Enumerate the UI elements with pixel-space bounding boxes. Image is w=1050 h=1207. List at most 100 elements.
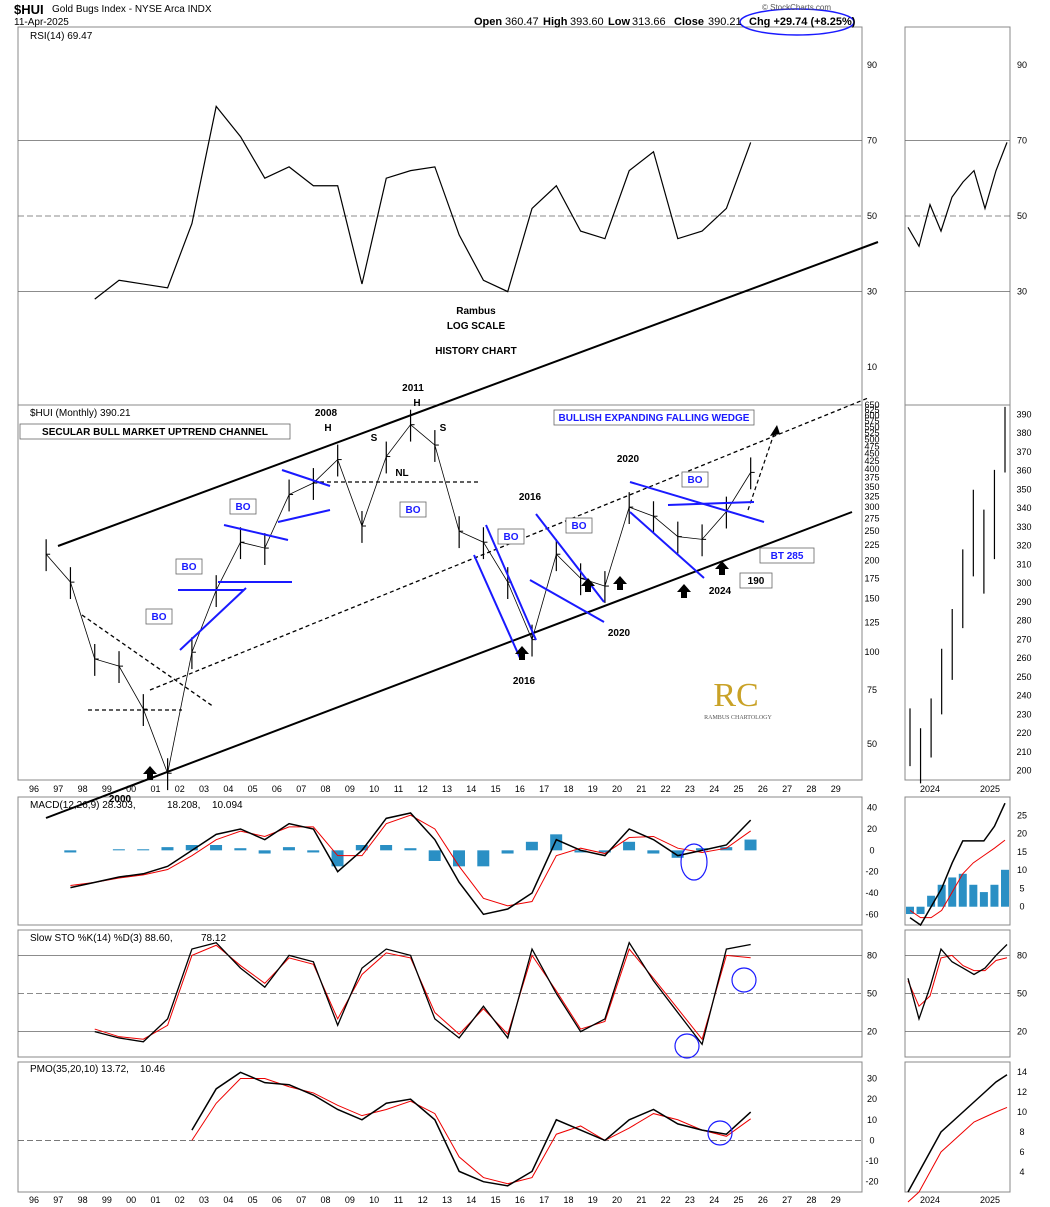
log-scale-label: LOG SCALE <box>447 321 506 332</box>
channel-title: SECULAR BULL MARKET UPTREND CHANNEL <box>42 427 268 438</box>
history-label: HISTORY CHART <box>435 346 517 357</box>
macd-histogram-bar <box>477 850 490 867</box>
up-arrow-1 <box>515 646 529 660</box>
close-value: 390.21 <box>708 16 742 28</box>
macd-zoom-hist-bar <box>1001 869 1009 907</box>
macd-panel-frame <box>17 796 863 926</box>
stoch-zoom-y-tick: 80 <box>1017 950 1027 960</box>
price-zoom-y-tick: 220 <box>1016 728 1031 738</box>
close-label: Close <box>674 16 704 28</box>
price-x-tick: 98 <box>78 784 88 794</box>
pmo-x-tick: 27 <box>782 1195 792 1205</box>
price-zoom-y-tick: 360 <box>1016 466 1031 476</box>
rsi-y-tick: 50 <box>867 211 877 221</box>
stoch-y-tick: 80 <box>867 950 877 960</box>
pmo-x-tick: 98 <box>78 1195 88 1205</box>
macd-circle <box>680 843 708 881</box>
macd-zoom-y-tick: 10 <box>1017 865 1027 875</box>
pmo-zoom-y-tick: 10 <box>1017 1107 1027 1117</box>
rsi-zoom-y-tick: 50 <box>1017 211 1027 221</box>
macd-zoom-y-tick: 20 <box>1017 829 1027 839</box>
pmo-signal-line <box>191 1078 751 1185</box>
macd-y-tick: 40 <box>867 803 877 813</box>
symbol: $HUI <box>14 2 44 17</box>
macd-histogram-bar <box>137 849 150 851</box>
price-x-tick: 10 <box>369 784 379 794</box>
index-name: Gold Bugs Index - NYSE Arca INDX <box>52 4 212 15</box>
zoom-x-tick-pmo: 2025 <box>980 1195 1000 1205</box>
projection-dotted <box>747 427 777 511</box>
macd-histogram-bar <box>623 841 636 851</box>
macd-zoom-y-tick: 25 <box>1017 810 1027 820</box>
stoch-y-tick: 50 <box>867 989 877 999</box>
pattern-line-3 <box>223 524 289 541</box>
price-x-tick: 97 <box>53 784 63 794</box>
macd-histogram-bar <box>282 847 295 851</box>
stoch-zoom-y-tick: 50 <box>1017 989 1027 999</box>
bo-label-5-box <box>565 517 593 534</box>
low-value: 313.66 <box>632 16 666 28</box>
stoch-zoom-d <box>907 954 1008 1008</box>
chart-date: 11-Apr-2025 <box>14 17 69 28</box>
price-y-tick: 200 <box>864 556 879 566</box>
open-value: 360.47 <box>505 16 539 28</box>
pattern-line-10 <box>629 481 765 523</box>
price-zoom-y-tick: 210 <box>1016 747 1031 757</box>
price-zoom-y-tick: 250 <box>1016 672 1031 682</box>
price-zoom-y-tick: 300 <box>1016 578 1031 588</box>
shoulder-left: S <box>371 433 378 444</box>
pmo-x-tick: 26 <box>758 1195 768 1205</box>
label-2024: 2024 <box>709 586 732 597</box>
macd-histogram-bar <box>112 849 125 851</box>
pmo-x-tick: 21 <box>636 1195 646 1205</box>
channel-upper-line <box>57 241 879 547</box>
price-x-tick: 17 <box>539 784 549 794</box>
macd-histogram-bar <box>210 845 223 851</box>
price-x-tick: 05 <box>248 784 258 794</box>
wedge-title-box <box>553 409 755 426</box>
price-zoom-y-tick: 310 <box>1016 559 1031 569</box>
price-zoom-y-tick: 230 <box>1016 709 1031 719</box>
price-x-tick: 29 <box>831 784 841 794</box>
pmo-y-tick: 30 <box>867 1074 877 1084</box>
price-y-tick: 650 <box>864 400 879 410</box>
price-x-tick: 07 <box>296 784 306 794</box>
rsi-zoom-line <box>907 142 1008 248</box>
pmo-x-tick: 20 <box>612 1195 622 1205</box>
open-label: Open <box>474 16 503 28</box>
price-y-tick: 450 <box>864 449 879 459</box>
pmo-y-tick: 20 <box>867 1094 877 1104</box>
pattern-line-4 <box>281 469 331 487</box>
pmo-x-tick: 04 <box>223 1195 233 1205</box>
pmo-x-tick: 23 <box>685 1195 695 1205</box>
bo-label-6-box <box>681 471 709 488</box>
level-190-box <box>739 572 773 589</box>
up-arrow-5 <box>715 561 729 575</box>
price-zoom-y-tick: 370 <box>1016 447 1031 457</box>
up-arrow-0 <box>143 766 157 780</box>
zoom-x-tick-price: 2024 <box>920 784 940 794</box>
macd-histogram-bar <box>185 845 198 851</box>
pmo-panel-frame <box>17 1061 863 1193</box>
macd-y-tick: -20 <box>865 867 878 877</box>
high-value: 393.60 <box>570 16 604 28</box>
label-2020-top: 2020 <box>617 454 640 465</box>
pmo-y-tick: -20 <box>865 1177 878 1187</box>
price-x-tick: 03 <box>199 784 209 794</box>
neckline-label: NL <box>395 468 408 479</box>
channel-lower-line <box>45 511 853 819</box>
price-zoom-y-tick: 320 <box>1016 541 1031 551</box>
high-label: High <box>543 16 568 28</box>
pmo-x-tick: 24 <box>709 1195 719 1205</box>
macd-zoom-signal <box>909 839 1006 919</box>
price-y-tick: 350 <box>864 482 879 492</box>
pmo-x-tick: 11 <box>394 1195 403 1205</box>
macd-legend-signal: 18.208, <box>167 800 200 811</box>
downtrend-dotted <box>81 614 215 708</box>
price-y-tick: 175 <box>864 573 879 583</box>
macd-zoom-hist-bar <box>990 884 999 907</box>
price-x-tick: 08 <box>321 784 331 794</box>
price-y-tick: 550 <box>864 422 879 432</box>
macd-histogram-bar <box>744 839 757 851</box>
rsi-y-tick: 30 <box>867 287 877 297</box>
